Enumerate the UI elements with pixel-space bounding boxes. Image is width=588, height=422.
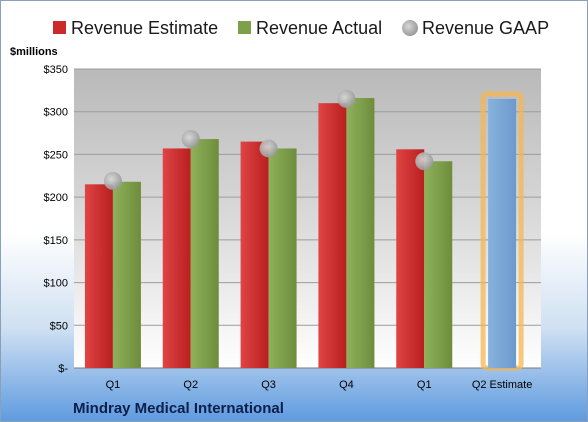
bar-revenue-estimate [318, 103, 347, 369]
y-axis-ticks: $- $50 $100 $150 $200 $250 $300 $350 [44, 64, 69, 375]
bar-revenue-actual [424, 161, 453, 368]
gaap-marker [337, 89, 356, 108]
x-tick-label: Q2 [183, 379, 198, 391]
y-tick-label: $300 [44, 107, 68, 119]
bar-revenue-estimate [240, 141, 269, 368]
y-tick-label: $200 [44, 192, 68, 204]
bar-revenue-actual [346, 98, 375, 368]
x-tick-label: Q3 [261, 379, 276, 391]
bars [84, 91, 524, 371]
gaap-marker [415, 152, 434, 171]
bar-revenue-actual [112, 181, 141, 368]
y-tick-label: $- [58, 363, 68, 375]
y-tick-label: $250 [44, 149, 68, 161]
legend-swatch-revenue-estimate [53, 21, 66, 34]
legend-label-revenue-gaap: Revenue GAAP [422, 18, 549, 38]
x-axis-labels: Q1 Q2 Q3 Q4 Q1 Q2 Estimate [106, 379, 533, 391]
gaap-marker [103, 171, 122, 190]
bar-revenue-estimate [396, 149, 425, 368]
legend-label-revenue-estimate: Revenue Estimate [71, 18, 218, 38]
plot-area [74, 69, 541, 368]
gridlines [74, 68, 541, 369]
bar-q2-estimate [488, 98, 517, 369]
x-tick-label: Q1 [106, 379, 121, 391]
y-unit-label: $millions [10, 46, 58, 58]
legend-swatch-revenue-actual [238, 21, 251, 34]
bar-revenue-actual [190, 139, 219, 368]
gaap-marker [259, 139, 278, 158]
gaap-markers [103, 89, 434, 190]
gaap-marker [181, 130, 200, 149]
y-tick-label: $50 [50, 320, 68, 332]
y-tick-label: $100 [44, 278, 68, 290]
x-tick-label: Q4 [339, 379, 354, 391]
bar-revenue-estimate [84, 184, 113, 368]
x-tick-label: Q2 Estimate [472, 379, 533, 391]
y-tick-label: $150 [44, 235, 68, 247]
y-tick-label: $350 [44, 64, 68, 76]
legend: Revenue Estimate Revenue Actual Revenue … [53, 18, 549, 38]
bar-revenue-actual [268, 148, 297, 368]
x-tick-label: Q1 [417, 379, 432, 391]
legend-label-revenue-actual: Revenue Actual [256, 18, 382, 38]
bar-revenue-estimate [162, 148, 191, 368]
company-name: Mindray Medical International [73, 400, 284, 417]
legend-marker-revenue-gaap [402, 20, 418, 36]
